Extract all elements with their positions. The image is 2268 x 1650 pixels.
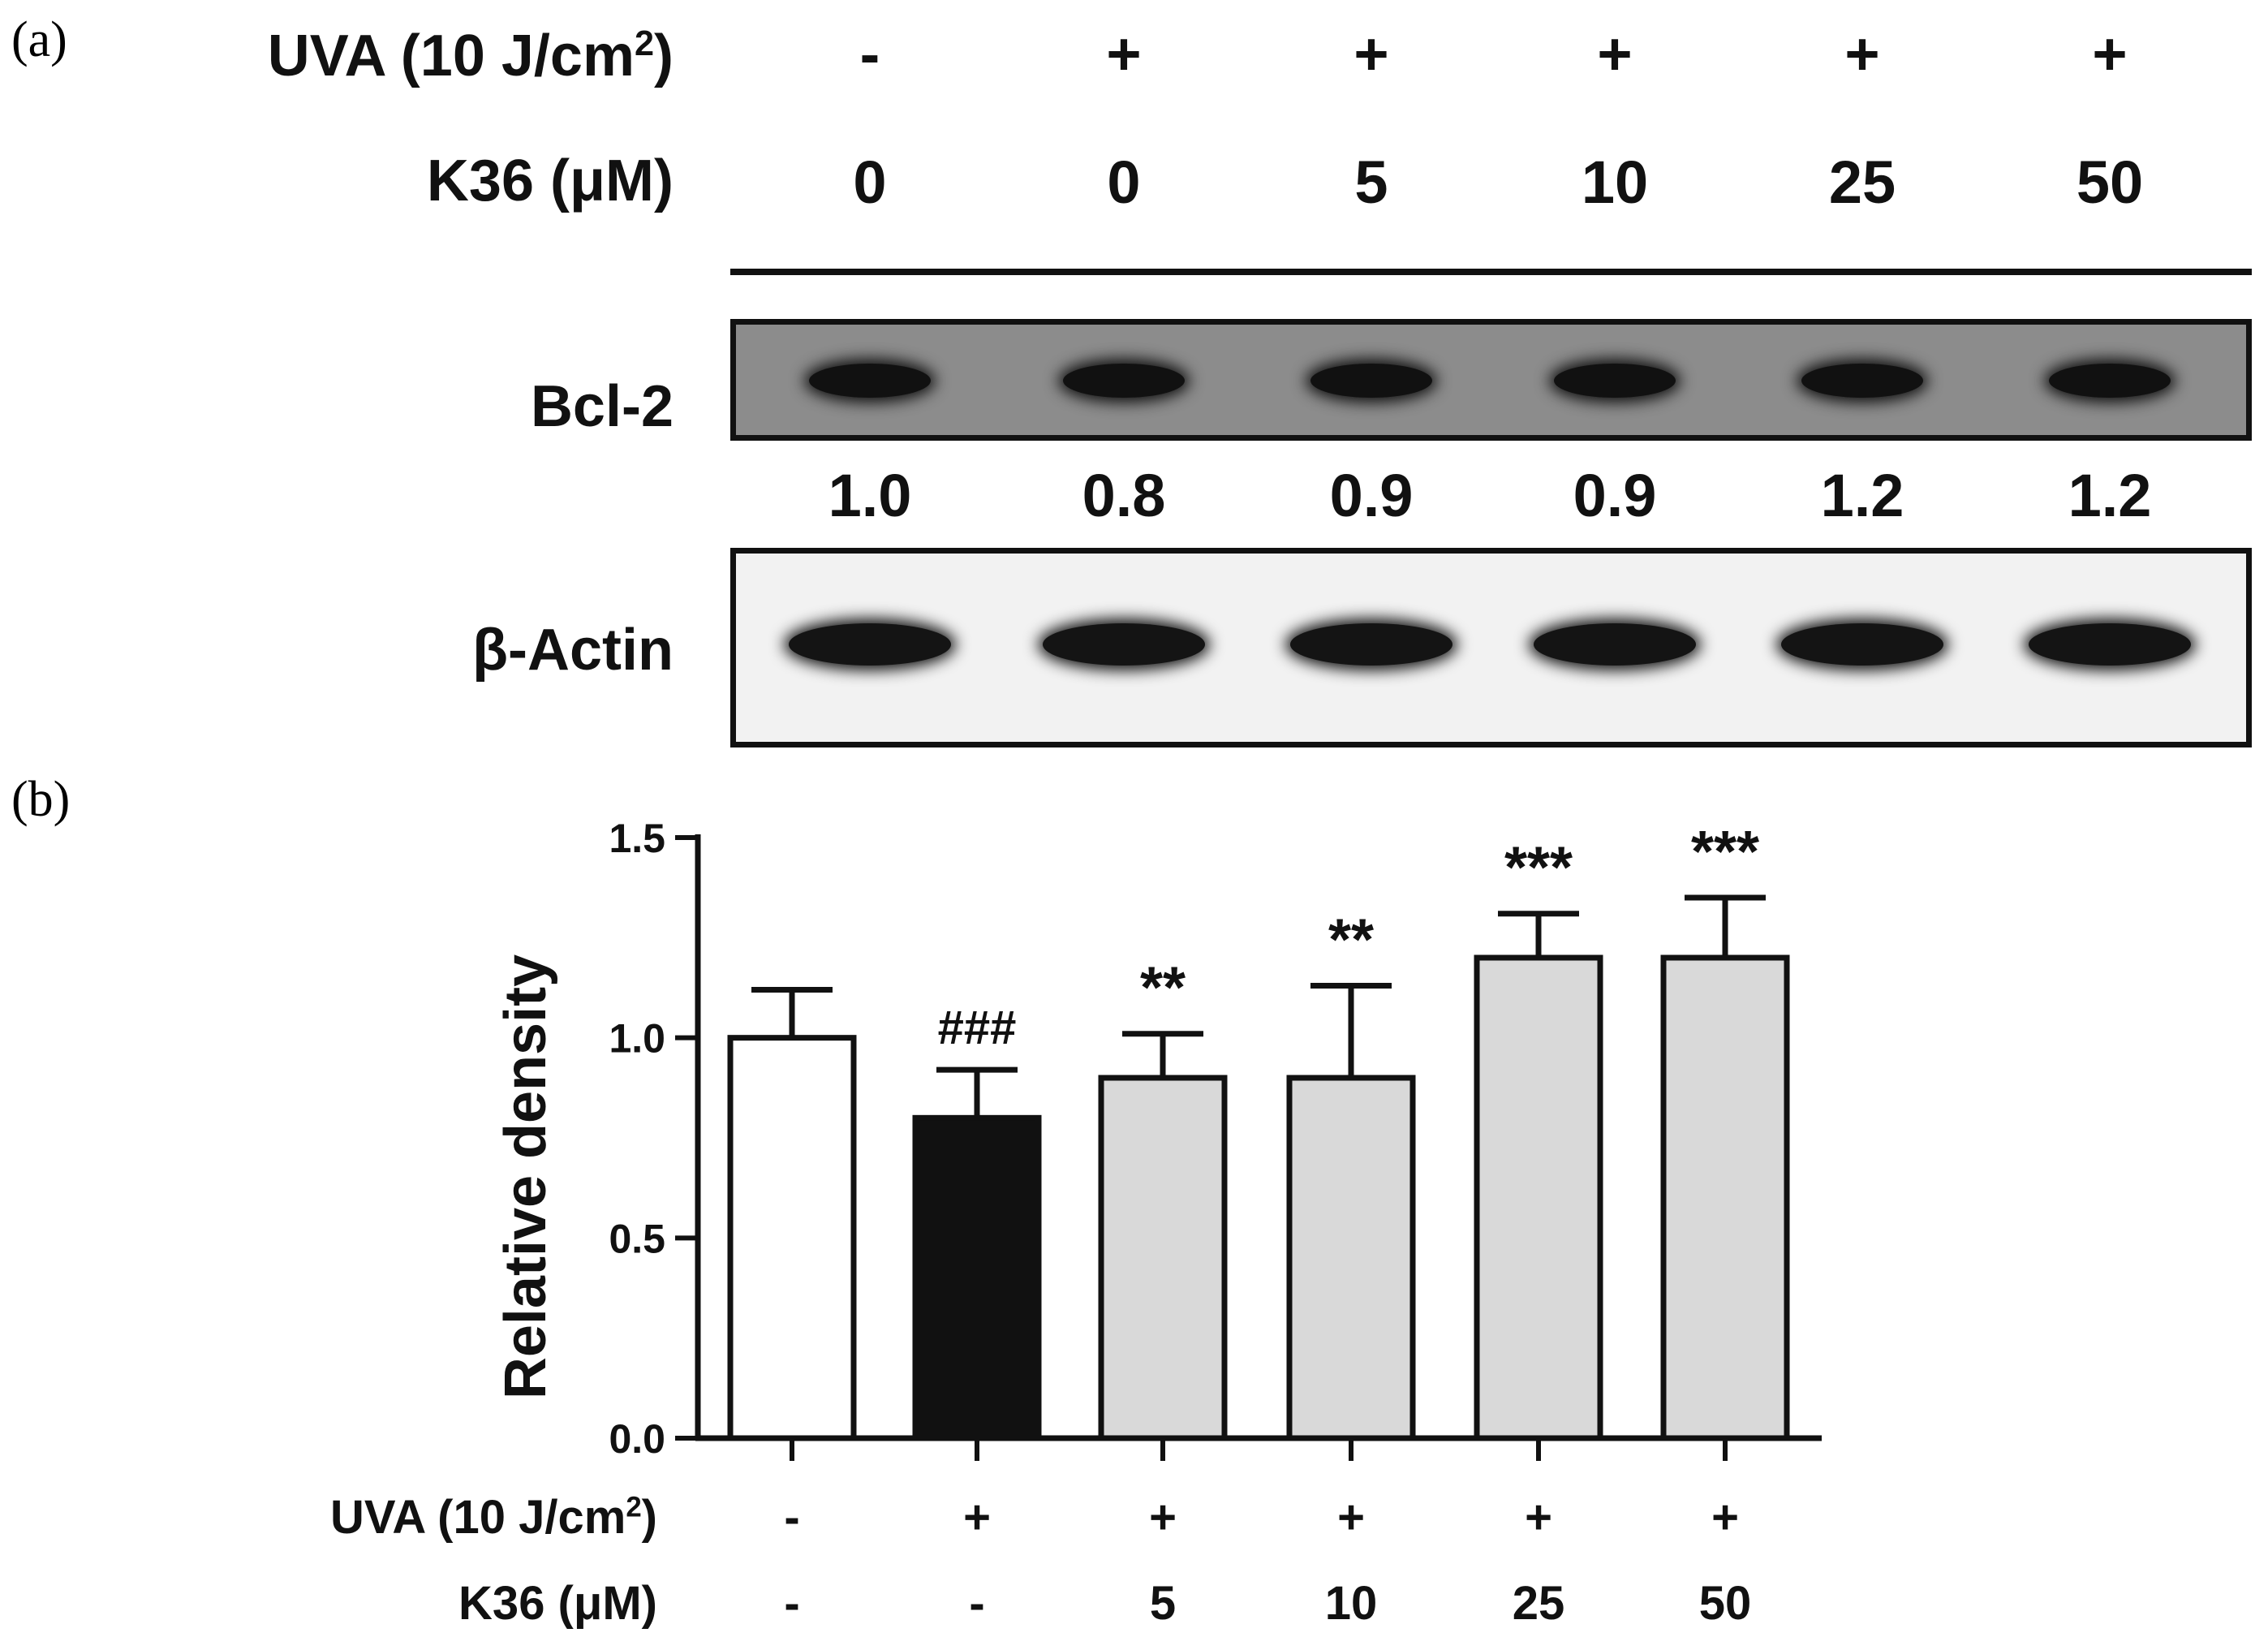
k36-value-5: 25 bbox=[1828, 149, 1896, 216]
bcl2-band-3 bbox=[1310, 364, 1432, 398]
uva-value-3: + bbox=[1353, 20, 1389, 88]
actin-blot bbox=[730, 548, 2252, 747]
chart-k36-value-4: 10 bbox=[1324, 1577, 1378, 1630]
k36-value-1: 0 bbox=[853, 149, 887, 216]
y-axis-label: Relative density bbox=[493, 954, 558, 1399]
chart-k36-value-2: - bbox=[969, 1577, 985, 1630]
bar-6 bbox=[1660, 954, 1790, 1441]
actin-band-2 bbox=[1043, 623, 1205, 666]
bcl2-quant-2: 0.8 bbox=[1082, 462, 1166, 529]
uva-value-5: + bbox=[1844, 20, 1880, 88]
header-divider bbox=[730, 269, 2252, 275]
actin-band-5 bbox=[1781, 623, 1943, 666]
significance-4: ** bbox=[1328, 908, 1374, 973]
bcl2-quant-3: 0.9 bbox=[1329, 462, 1414, 529]
chart-k36-value-5: 25 bbox=[1512, 1577, 1565, 1630]
k36-value-2: 0 bbox=[1107, 149, 1141, 216]
bcl2-band-5 bbox=[1801, 364, 1923, 398]
chart-k36-row-label: K36 (μM) bbox=[458, 1577, 657, 1630]
uva-row-label: UVA (10 J/cm2) bbox=[267, 24, 674, 88]
bar-1 bbox=[727, 1035, 857, 1441]
bcl2-blot bbox=[730, 319, 2252, 441]
actin-band-4 bbox=[1534, 623, 1696, 666]
bcl2-band-4 bbox=[1554, 364, 1676, 398]
bcl2-quant-5: 1.2 bbox=[1820, 462, 1904, 529]
actin-band-1 bbox=[789, 623, 951, 666]
significance-5: *** bbox=[1504, 836, 1573, 901]
bar-2 bbox=[912, 1114, 1042, 1441]
k36-value-6: 50 bbox=[2076, 149, 2144, 216]
chart-k36-value-3: 5 bbox=[1149, 1577, 1177, 1630]
chart-uva-value-3: + bbox=[1149, 1491, 1177, 1544]
actin-band-3 bbox=[1290, 623, 1452, 666]
k36-row-label: K36 (μM) bbox=[426, 149, 674, 213]
actin-band-6 bbox=[2029, 623, 2191, 666]
bar-5 bbox=[1474, 954, 1603, 1441]
bcl2-band-1 bbox=[809, 364, 931, 398]
y-tick-label-4: 1.5 bbox=[609, 816, 665, 861]
bcl2-label: Bcl-2 bbox=[530, 374, 674, 439]
chart-k36-value-6: 50 bbox=[1698, 1577, 1752, 1630]
y-tick-label-3: 1.0 bbox=[609, 1016, 665, 1062]
chart-uva-value-2: + bbox=[963, 1491, 991, 1544]
bar-4 bbox=[1286, 1075, 1416, 1441]
chart-uva-value-6: + bbox=[1711, 1491, 1739, 1544]
actin-label: β-Actin bbox=[472, 618, 674, 683]
chart-uva-value-1: - bbox=[784, 1491, 800, 1544]
bar-3 bbox=[1098, 1075, 1228, 1441]
k36-value-3: 5 bbox=[1354, 149, 1388, 216]
uva-value-4: + bbox=[1597, 20, 1633, 88]
chart-uva-value-4: + bbox=[1337, 1491, 1365, 1544]
significance-3: ** bbox=[1140, 956, 1186, 1021]
bcl2-quant-4: 0.9 bbox=[1573, 462, 1657, 529]
chart-uva-value-5: + bbox=[1525, 1491, 1552, 1544]
y-tick-label-1: 0.0 bbox=[609, 1416, 665, 1462]
chart-uva-row-label: UVA (10 J/cm2) bbox=[330, 1491, 657, 1544]
panel-a-label: (a) bbox=[11, 12, 67, 67]
chart-k36-value-1: - bbox=[784, 1577, 800, 1630]
bcl2-band-6 bbox=[2049, 364, 2171, 398]
significance-6: *** bbox=[1691, 820, 1759, 885]
bcl2-band-2 bbox=[1063, 364, 1185, 398]
significance-2: ### bbox=[938, 1002, 1017, 1054]
bcl2-quant-1: 1.0 bbox=[828, 462, 912, 529]
uva-value-6: + bbox=[2092, 20, 2128, 88]
uva-value-1: - bbox=[859, 20, 880, 88]
uva-value-2: + bbox=[1106, 20, 1142, 88]
bcl2-quant-6: 1.2 bbox=[2068, 462, 2152, 529]
k36-value-4: 10 bbox=[1581, 149, 1649, 216]
panel-b-label: (b) bbox=[11, 772, 71, 827]
y-tick-label-2: 0.5 bbox=[609, 1216, 665, 1261]
